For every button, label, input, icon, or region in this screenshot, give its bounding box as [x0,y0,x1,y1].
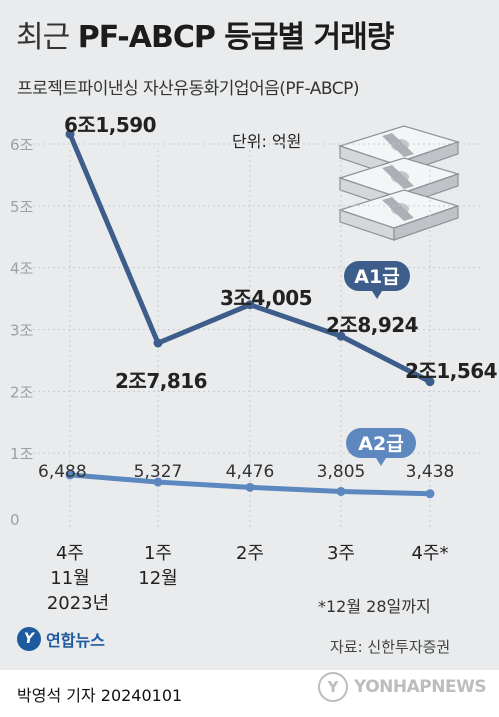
yonhap-logo-icon: Y [17,627,41,651]
x-tick-label: 2023년 [47,593,109,614]
bundle-band [382,197,414,221]
money-bundle [338,125,460,177]
y-tick-label: 1조 [10,445,34,463]
y-tick-label: 0 [10,511,20,529]
bundle-band [382,133,414,157]
byline: 박영석 기자 20240101 [17,686,183,705]
source: 자료: 신한투자증권 [330,638,451,656]
money-stack-icon [338,125,460,241]
y-axis-ticks: 0 1조 2조 3조 4조 5조 6조 [10,136,34,529]
y-tick-label: 4조 [10,260,34,278]
series-lines [65,129,435,499]
y-tick-label: 2조 [10,383,34,401]
y-tick-label: 3조 [10,322,34,340]
y-tick-label: 5조 [10,198,34,216]
badge-tail [372,291,382,299]
legend-badges: A1급 A2급 [344,261,416,466]
x-tick-label: 4주* [411,543,448,564]
data-point [336,331,346,341]
a2-data-label: 3,805 [317,462,366,482]
a1-data-label: 2조8,924 [326,313,418,337]
a1-data-label: 2조7,816 [115,369,207,393]
a2-data-label: 4,476 [226,462,275,482]
money-bundle [338,189,460,241]
x-tick-label: 4주 [56,543,84,564]
a2-data-label: 6,488 [38,462,87,482]
watermark: Y YONHAPNEWS [318,672,487,702]
a1-data-label: 3조4,005 [220,286,312,310]
subtitle: 프로젝트파이낸싱 자산유동화기업어음(PF-ABCP) [17,79,359,99]
data-point [153,477,163,487]
data-point [65,129,75,139]
title: 최근 PF-ABCP 등급별 거래량 [16,12,395,56]
x-tick-label: 11월 [50,568,89,589]
legend-label: A1급 [354,266,399,288]
bundle-band [382,165,414,189]
footnote: *12월 28일까지 [318,597,431,616]
badge-pill [346,428,416,458]
title-prefix: 최근 [16,20,70,55]
data-point [336,486,346,496]
legend-badge-a2: A2급 [346,428,416,466]
watermark-icon: Y [318,672,348,702]
data-point [245,482,255,492]
x-tick-label: 2주 [236,543,264,564]
yonhap-logo: Y 연합뉴스 [17,627,105,651]
series-labels: 6조1,590 2조7,816 3조4,005 2조8,924 2조1,564 6,488… [38,113,498,482]
x-tick-label: 3주 [327,543,355,564]
data-point [425,377,435,387]
bundle-front [393,205,459,241]
title-main: PF-ABCP 등급별 거래량 [77,20,395,55]
data-point [245,300,255,310]
legend-badge-a1: A1급 [344,261,410,299]
unit-label: 단위: 억원 [232,132,302,151]
a2-data-label: 5,327 [134,462,183,482]
x-tick-label: 1주 [144,543,172,564]
data-point [153,338,163,348]
yonhap-logo-text: 연합뉴스 [46,631,105,650]
badge-pill [344,261,410,291]
watermark-text: YONHAPNEWS [354,677,487,697]
data-point [425,489,435,499]
x-tick-label: 12월 [138,568,177,589]
data-point [65,470,75,480]
badge-tail [376,458,386,466]
a1-data-label: 6조1,590 [64,113,156,137]
y-tick-label: 6조 [10,136,34,154]
a2-data-label: 3,438 [406,462,455,482]
legend-label: A2급 [358,433,403,455]
x-axis-ticks: 4주 11월 2023년 1주 12월 2주 3주 4주* [47,543,449,614]
a1-data-label: 2조1,564 [405,359,497,383]
line-chart: 0 1조 2조 3조 4조 5조 6조 6조1,590 2조7,816 3조4,005 2조8,9… [10,113,498,614]
bottom-bar [0,670,499,717]
